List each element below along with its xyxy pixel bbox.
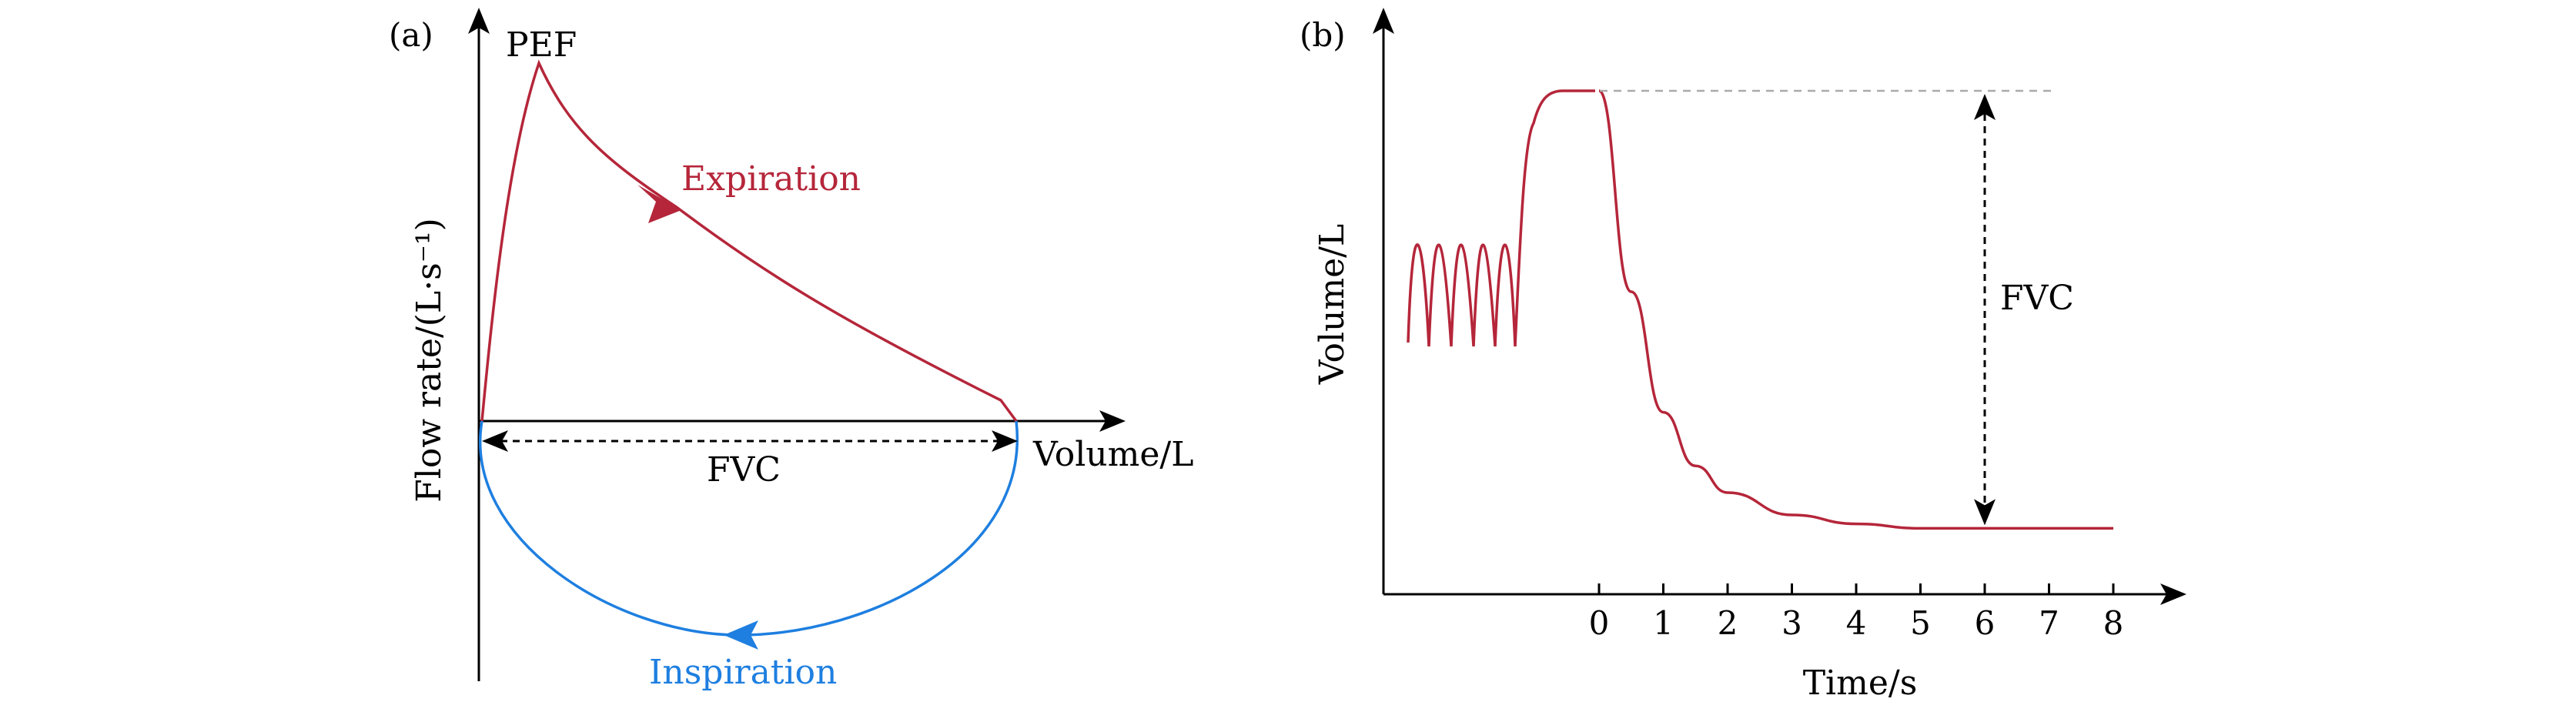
panel-a-y-axis-label: Flow rate/(L·s⁻¹) — [410, 218, 449, 503]
tidal-breathing-curve — [1407, 89, 1595, 347]
panel-a-fvc-arrow-right — [992, 430, 1018, 452]
panel-b-x-tick-label: 2 — [1718, 604, 1738, 642]
panel-b-fvc-label: FVC — [2000, 279, 2074, 318]
panel-a-label: (a) — [389, 16, 433, 54]
expiration-arrow — [637, 185, 681, 223]
panel-b: (b) 0 1 2 3 4 5 6 7 8 FVC Time/s Volume/L — [1300, 8, 2186, 703]
volume-time-curve — [1598, 89, 2113, 530]
panel-b-label: (b) — [1300, 16, 1346, 54]
panel-b-x-ticks: 0 1 2 3 4 5 6 7 8 — [1589, 583, 2124, 642]
panel-b-y-axis-arrow — [1373, 8, 1394, 34]
panel-b-x-axis-label: Time/s — [1803, 664, 1918, 703]
panel-a: (a) PEF Expiration FVC Inspiration Volum… — [389, 8, 1193, 692]
panel-b-x-tick-label: 1 — [1653, 604, 1674, 642]
inspiration-arrow — [724, 620, 758, 650]
panel-a-fvc-label: FVC — [707, 450, 781, 490]
expiration-curve — [480, 59, 1018, 423]
panel-b-fvc-arrow-bottom — [1974, 499, 1996, 526]
panel-a-x-axis-label: Volume/L — [1032, 435, 1193, 474]
panel-b-y-axis-label: Volume/L — [1313, 224, 1352, 385]
panel-b-x-tick-label: 3 — [1781, 604, 1802, 642]
panel-b-x-axis-arrow — [2160, 583, 2186, 605]
panel-b-x-tick-label: 5 — [1910, 604, 1931, 642]
inspiration-label: Inspiration — [649, 653, 837, 692]
panel-b-fvc-arrow-top — [1974, 94, 1996, 120]
panel-b-x-tick-label: 7 — [2039, 604, 2059, 642]
panel-a-y-axis-arrow — [468, 8, 490, 34]
panel-b-x-tick-label: 6 — [1975, 604, 1996, 642]
expiration-label: Expiration — [681, 159, 861, 199]
panel-a-fvc-arrow-left — [482, 430, 508, 452]
panel-a-x-axis-arrow — [1099, 410, 1126, 432]
panel-b-x-tick-label: 8 — [2103, 604, 2124, 642]
panel-b-x-tick-label: 4 — [1846, 604, 1867, 642]
pef-label: PEF — [506, 25, 577, 65]
panel-b-x-tick-label: 0 — [1589, 604, 1610, 642]
